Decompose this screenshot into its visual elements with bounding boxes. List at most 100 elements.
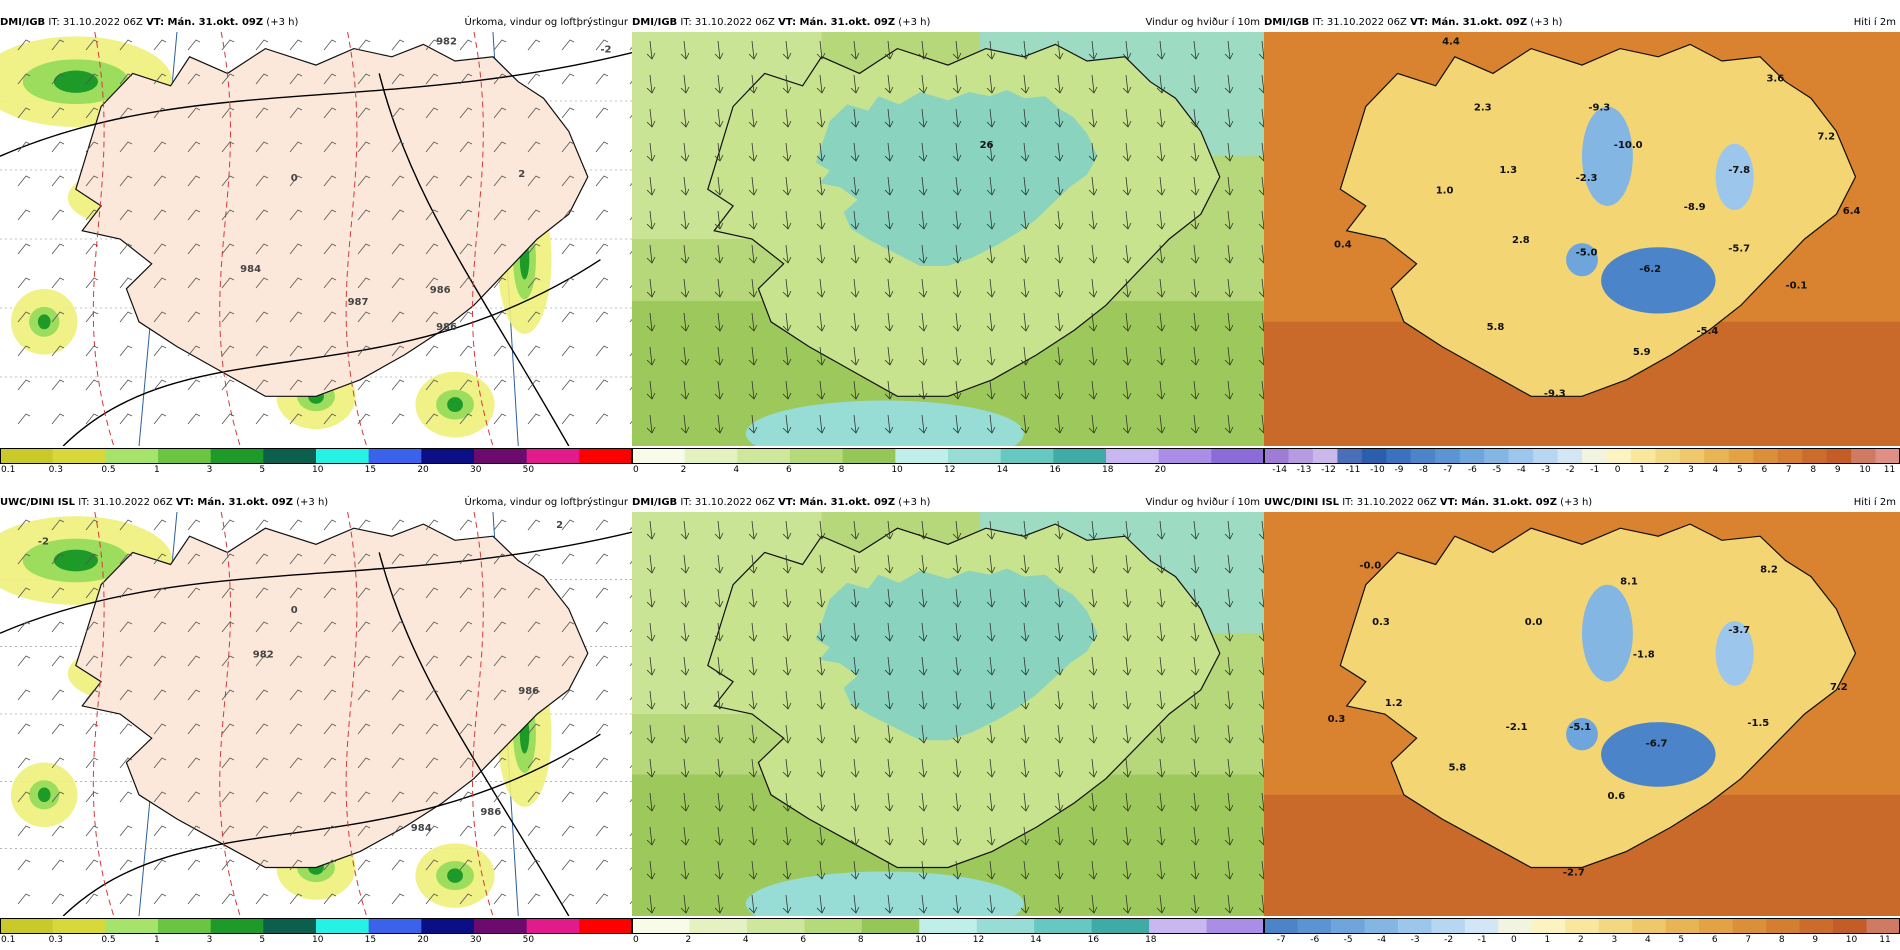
map-value-label: 0.0	[1525, 617, 1543, 628]
colorbar-swatch	[1866, 918, 1900, 934]
colorbar-swatch	[1728, 448, 1754, 464]
map-value-label: -5.7	[1728, 243, 1750, 254]
colorbar-tick-label: 7	[1785, 465, 1792, 475]
colorbar-tick-label: -3	[1410, 935, 1420, 945]
colorbar-tick-label: 0.5	[101, 935, 116, 945]
colorbar-swatch	[1464, 918, 1499, 934]
colorbar-tick-label: 10	[1859, 465, 1871, 475]
colorbar-tick-label: -11	[1345, 465, 1361, 475]
colorbar-swatch	[948, 448, 1002, 464]
colorbar-tick-label: 15	[364, 465, 377, 475]
colorbar-tick-label: 12	[944, 465, 956, 475]
init-time: IT: 31.10.2022 06Z	[1309, 17, 1411, 28]
colorbar-swatch	[1851, 448, 1877, 464]
colorbar-swatch	[737, 448, 791, 464]
colorbar-tick-label: -3	[1541, 465, 1551, 475]
colorbar-tick-label: -6	[1310, 935, 1320, 945]
colorbar-swatch	[790, 448, 844, 464]
forecast-panel-p3: DMI/IGB IT: 31.10.2022 06Z VT: Mán. 31.o…	[1264, 14, 1900, 480]
colorbar-swatch	[1211, 448, 1264, 464]
colorbar-swatch	[1753, 448, 1779, 464]
colorbar-swatch	[632, 448, 686, 464]
colorbar-tick-label: 5	[259, 465, 266, 475]
colorbar-tick-label: 9	[1812, 935, 1819, 945]
colorbar-swatch	[1582, 448, 1607, 464]
map-value-label: 1.2	[1385, 698, 1403, 709]
colorbar-swatch	[842, 448, 896, 464]
map-wind[interactable]	[632, 512, 1264, 916]
map-value-label: -0.0	[1359, 561, 1381, 572]
colorbar-swatch	[684, 448, 738, 464]
colorbar-swatch	[526, 448, 580, 464]
map-value-label: 2.8	[1512, 235, 1530, 246]
init-time: IT: 31.10.2022 06Z	[75, 497, 176, 508]
colorbar-tick-label: 1	[154, 935, 160, 945]
colorbar-tick-label: 14	[1030, 935, 1042, 945]
colorbar-swatch	[105, 918, 159, 934]
colorbar-swatch	[1630, 448, 1656, 464]
panel-header: UWC/DINI ISL IT: 31.10.2022 06Z VT: Mán.…	[1264, 494, 1900, 512]
init-time: IT: 31.10.2022 06Z	[677, 497, 779, 508]
colorbar-tick-label: 18	[1145, 935, 1157, 945]
map-value-label: -10.0	[1614, 140, 1643, 151]
colorbar-tick-label: 6	[800, 935, 807, 945]
colorbar-swatch	[1655, 448, 1681, 464]
forecast-panel-p4: UWC/DINI ISL IT: 31.10.2022 06Z VT: Mán.…	[0, 494, 632, 950]
colorbar-tick-label: 30	[470, 465, 482, 475]
colorbar-swatch	[1531, 918, 1566, 934]
map-value-label: 0	[291, 605, 298, 616]
colorbar-swatch	[474, 448, 528, 464]
colorbar-swatch	[1297, 918, 1332, 934]
colorbar-tick-label: 1	[154, 465, 160, 475]
colorbar-swatch	[421, 448, 475, 464]
map-temp[interactable]: -0.0 0.3 0.0 8.1 8.2 -3.7 -1.8 1.2 0.3 -2.1 -5.1 -6…	[1264, 512, 1900, 916]
map-temp[interactable]: 4.4 2.3 1.0 1.3 0.4 -9.3 -10.0 -2.3 -7.8 3.6 7.2 -8…	[1264, 32, 1900, 446]
colorbar-swatch	[1557, 448, 1583, 464]
forecast-panel-p1: DMI/IGB IT: 31.10.2022 06Z VT: Mán. 31.o…	[0, 14, 632, 480]
map-value-label: 7.2	[1817, 132, 1835, 143]
colorbar-swatch	[1508, 448, 1534, 464]
colorbar-swatch	[1361, 448, 1387, 464]
map-wind[interactable]: 26	[632, 32, 1264, 446]
valid-time: VT: Mán. 31.okt. 09Z	[175, 497, 293, 508]
map-precip[interactable]: 982 984 986 986 987 -2 0 2	[0, 32, 632, 446]
colorbar-swatch	[632, 918, 690, 934]
colorbar-swatch	[1533, 448, 1559, 464]
colorbar-tick-label: 8	[1778, 935, 1785, 945]
colorbar-tick-label: -5	[1343, 935, 1353, 945]
colorbar-swatch	[689, 918, 748, 934]
colorbar-swatch	[976, 918, 1035, 934]
map-value-label: -8.9	[1684, 202, 1706, 213]
colorbar-tick-label: -10	[1370, 465, 1385, 475]
map-value-label: -9.3	[1588, 103, 1610, 114]
map-value-label: -2	[600, 45, 611, 56]
colorbar-swatch	[1875, 448, 1900, 464]
map-value-label: 3.6	[1766, 74, 1784, 85]
colorbar-tick-label: 30	[470, 935, 482, 945]
colorbar-ticks: 0 2 4 6 8 10 12 14 16 18 20	[632, 465, 1264, 479]
valid-time: VT: Mán. 31.okt. 09Z	[1410, 17, 1528, 28]
panel-title: Úrkoma, vindur og loftþrýstingur	[464, 17, 628, 28]
colorbar-tick-label: 3	[206, 465, 213, 475]
map-precip[interactable]: 982 984 986 986 -2 0 2	[0, 512, 632, 916]
map-value-label: 8.1	[1620, 577, 1638, 588]
colorbar-swatch	[1799, 918, 1834, 934]
colorbar-tick-label: 5	[1737, 465, 1743, 475]
iceland-outline	[1339, 43, 1857, 397]
panel-title: Vindur og hviður í 10m	[1145, 497, 1260, 508]
colorbar	[1264, 448, 1900, 464]
map-value-label: 986	[436, 322, 457, 333]
panel-title: Úrkoma, vindur og loftþrýstingur	[464, 497, 628, 508]
colorbar-swatch	[1632, 918, 1667, 934]
colorbar	[632, 448, 1264, 464]
lead-time: (+3 h)	[292, 497, 329, 508]
colorbar-swatch	[1149, 918, 1208, 934]
colorbar-tick-label: -4	[1377, 935, 1387, 945]
colorbar-swatch	[368, 918, 422, 934]
colorbar-swatch	[263, 918, 317, 934]
colorbar-swatch	[316, 448, 370, 464]
map-value-label: 8.2	[1760, 565, 1778, 576]
map-value-label: -2.7	[1563, 868, 1585, 879]
colorbar	[0, 918, 632, 934]
map-value-label: -1.8	[1633, 649, 1655, 660]
